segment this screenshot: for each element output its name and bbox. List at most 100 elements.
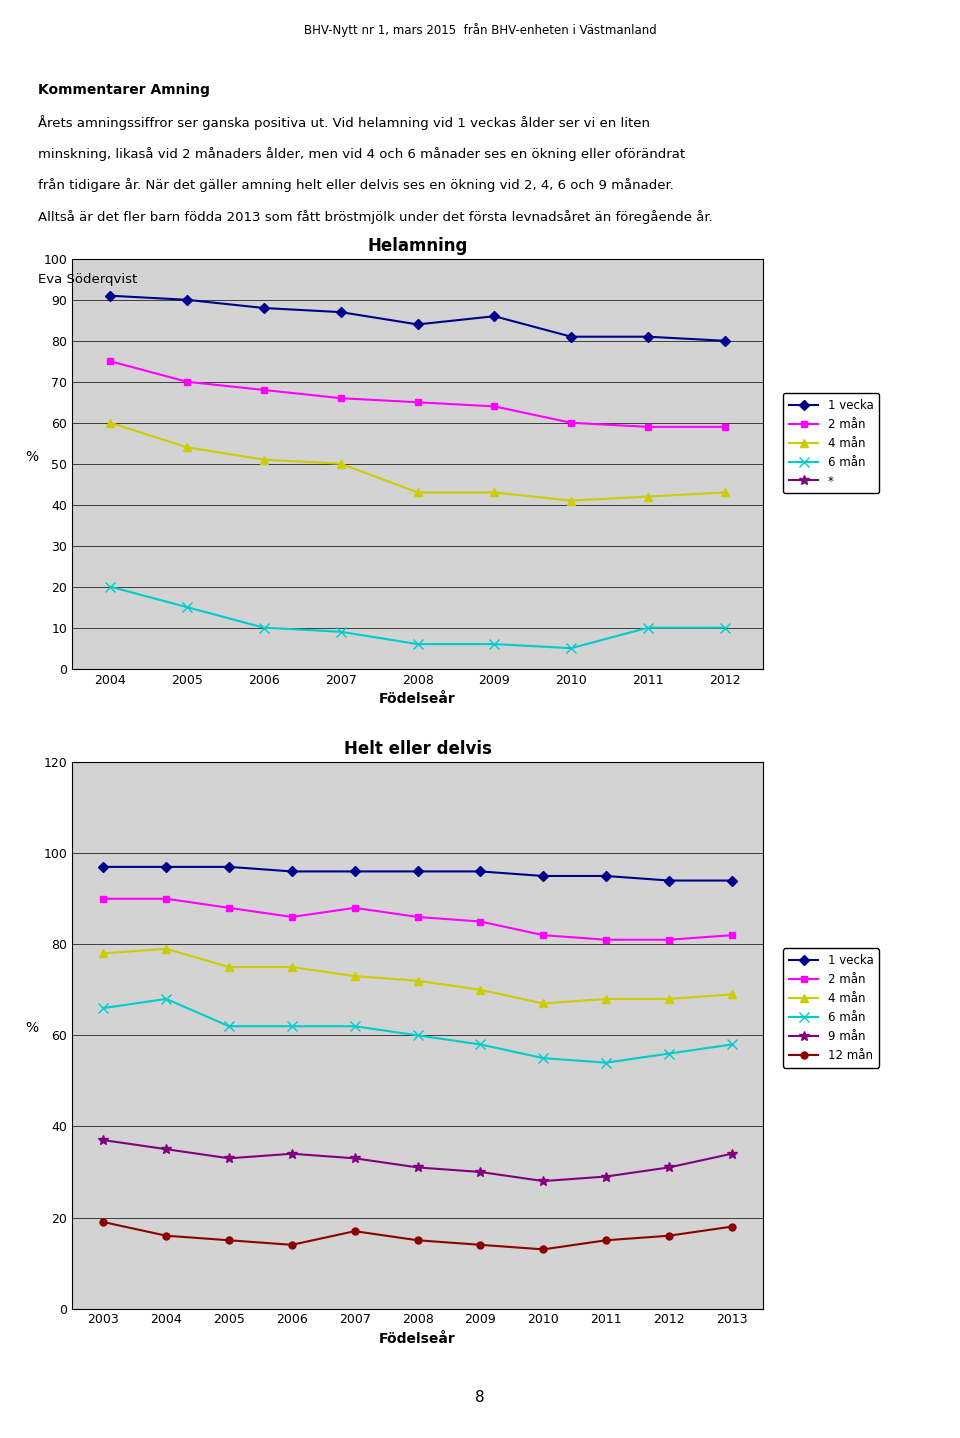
Text: Eva Söderqvist: Eva Söderqvist	[38, 273, 137, 286]
4 mån	[565, 492, 577, 509]
12 mån	[412, 1231, 423, 1248]
Line: 6 mån: 6 mån	[99, 994, 736, 1067]
9 mån	[98, 1132, 109, 1149]
4 mån	[474, 981, 486, 998]
1 vecka	[224, 858, 235, 876]
1 vecka	[412, 863, 423, 880]
12 mån	[98, 1214, 109, 1231]
12 mån	[474, 1237, 486, 1254]
1 vecka	[719, 332, 731, 349]
6 mån	[160, 991, 172, 1008]
1 vecka	[286, 863, 298, 880]
1 vecka	[489, 308, 500, 325]
9 mån	[412, 1159, 423, 1176]
9 mån	[663, 1159, 675, 1176]
2 mån	[726, 926, 737, 943]
2 mån	[642, 418, 654, 436]
6 mån	[181, 598, 193, 615]
4 mån	[412, 972, 423, 989]
2 mån	[349, 899, 361, 916]
4 mån	[726, 986, 737, 1004]
6 mån	[642, 618, 654, 636]
1 vecka	[105, 288, 116, 305]
6 mån	[600, 1054, 612, 1071]
2 mån	[224, 899, 235, 916]
1 vecka	[98, 858, 109, 876]
9 mån	[224, 1150, 235, 1168]
12 mån	[726, 1218, 737, 1235]
2 mån	[412, 909, 423, 926]
6 mån	[335, 623, 347, 640]
Text: från tidigare år. När det gäller amning helt eller delvis ses en ökning vid 2, 4: från tidigare år. När det gäller amning …	[38, 178, 674, 193]
12 mån	[224, 1231, 235, 1248]
9 mån	[160, 1140, 172, 1158]
Line: 4 mån: 4 mån	[99, 945, 736, 1008]
Text: minskning, likaså vid 2 månaders ålder, men vid 4 och 6 månader ses en ökning el: minskning, likaså vid 2 månaders ålder, …	[38, 147, 685, 161]
1 vecka	[600, 867, 612, 884]
6 mån	[98, 999, 109, 1017]
9 mån	[474, 1163, 486, 1181]
2 mån	[565, 414, 577, 431]
2 mån	[538, 926, 549, 943]
Y-axis label: %: %	[26, 450, 38, 463]
4 mån	[349, 968, 361, 985]
Text: 8: 8	[475, 1391, 485, 1405]
2 mån	[105, 352, 116, 370]
6 mån	[412, 1027, 423, 1044]
Line: 1 vecka: 1 vecka	[100, 863, 735, 884]
Line: 2 mån: 2 mån	[100, 896, 735, 943]
Y-axis label: %: %	[26, 1021, 38, 1035]
Title: Helt eller delvis: Helt eller delvis	[344, 739, 492, 758]
2 mån	[489, 398, 500, 416]
4 mån	[105, 414, 116, 431]
2 mån	[719, 418, 731, 436]
2 mån	[600, 932, 612, 949]
12 mån	[286, 1237, 298, 1254]
1 vecka	[663, 871, 675, 889]
6 mån	[286, 1018, 298, 1035]
6 mån	[258, 618, 270, 636]
9 mån	[349, 1150, 361, 1168]
Text: Kommentarer Amning: Kommentarer Amning	[38, 83, 210, 98]
Text: Alltså är det fler barn födda 2013 som fått bröstmjölk under det första levnadså: Alltså är det fler barn födda 2013 som f…	[38, 210, 713, 224]
Legend: 1 vecka, 2 mån, 4 mån, 6 mån, *: 1 vecka, 2 mån, 4 mån, 6 mån, *	[783, 393, 879, 493]
1 vecka	[565, 328, 577, 345]
Line: 1 vecka: 1 vecka	[107, 292, 729, 344]
Line: 6 mån: 6 mån	[106, 582, 730, 653]
4 mån	[224, 958, 235, 975]
9 mån	[600, 1168, 612, 1185]
Line: 2 mån: 2 mån	[107, 358, 729, 430]
6 mån	[663, 1045, 675, 1063]
2 mån	[181, 374, 193, 391]
4 mån	[412, 483, 423, 500]
4 mån	[160, 940, 172, 958]
6 mån	[412, 636, 423, 653]
9 mån	[286, 1145, 298, 1162]
2 mån	[663, 932, 675, 949]
4 mån	[538, 995, 549, 1012]
1 vecka	[349, 863, 361, 880]
1 vecka	[412, 316, 423, 334]
6 mån	[349, 1018, 361, 1035]
1 vecka	[474, 863, 486, 880]
4 mån	[335, 454, 347, 472]
Text: BHV-Nytt nr 1, mars 2015  från BHV-enheten i Västmanland: BHV-Nytt nr 1, mars 2015 från BHV-enhete…	[303, 23, 657, 37]
1 vecka	[642, 328, 654, 345]
1 vecka	[538, 867, 549, 884]
2 mån	[160, 890, 172, 907]
1 vecka	[335, 303, 347, 321]
Line: 4 mån: 4 mån	[107, 418, 729, 505]
4 mån	[98, 945, 109, 962]
2 mån	[335, 390, 347, 407]
4 mån	[600, 991, 612, 1008]
4 mån	[719, 483, 731, 500]
2 mån	[286, 909, 298, 926]
6 mån	[538, 1050, 549, 1067]
Title: Helamning: Helamning	[368, 236, 468, 255]
12 mån	[663, 1227, 675, 1244]
2 mån	[412, 394, 423, 411]
12 mån	[538, 1241, 549, 1258]
6 mån	[105, 578, 116, 595]
4 mån	[181, 439, 193, 456]
6 mån	[719, 618, 731, 636]
